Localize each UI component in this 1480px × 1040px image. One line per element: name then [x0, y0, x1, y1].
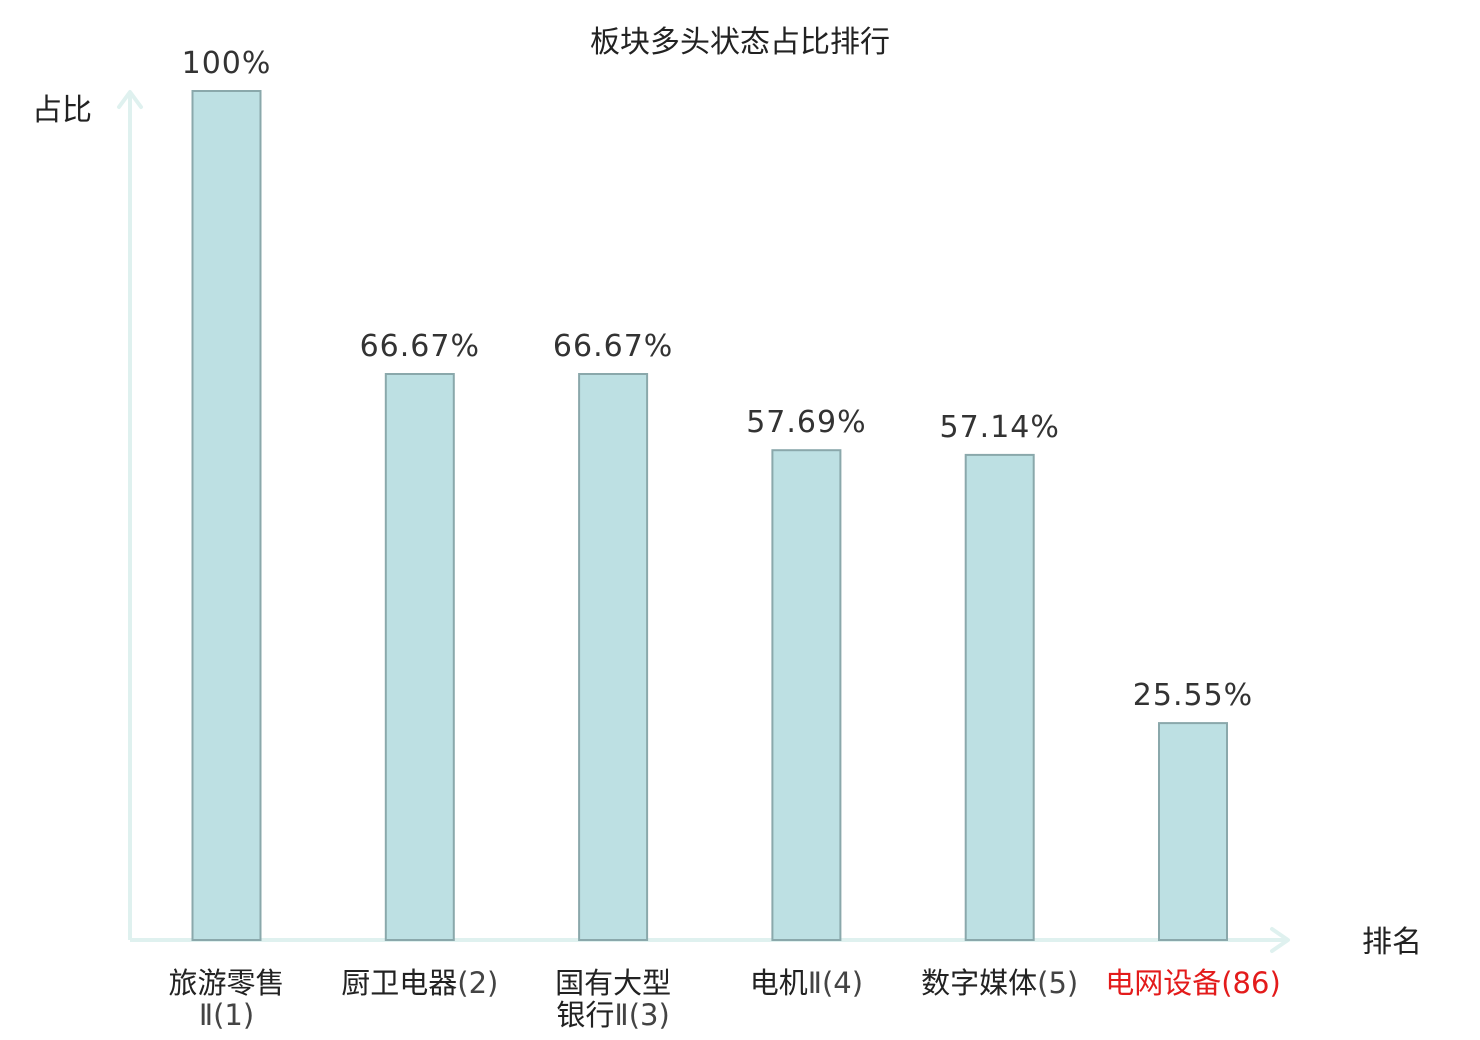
- category-name: 厨卫电器: [341, 966, 457, 1000]
- category-label-1-line-2: Ⅱ(1): [199, 998, 254, 1032]
- value-labels: 100% 66.67% 66.67% 57.69% 57.14% 25.55%: [182, 46, 1253, 713]
- bar-3: [578, 373, 649, 941]
- category-label-6-line-1: 电网设备(86): [1105, 966, 1281, 1000]
- category-rank: Ⅱ(3): [614, 998, 669, 1032]
- x-axis-label: 排名: [1362, 925, 1422, 960]
- y-axis-arrow: [117, 90, 143, 109]
- category-label-1-line-1: 旅游零售: [168, 966, 284, 1000]
- axes: [117, 90, 1290, 953]
- chart-title: 板块多头状态占比排行: [590, 25, 890, 60]
- category-rank: (86): [1221, 966, 1281, 1000]
- x-axis-arrow: [1270, 927, 1290, 953]
- category-name: 银行: [556, 998, 614, 1032]
- bar-5: [964, 453, 1035, 941]
- category-name: 旅游零售: [168, 966, 284, 1000]
- bar-6: [1158, 722, 1228, 941]
- category-rank: Ⅱ(4): [808, 966, 863, 1000]
- category-label-5-line-1: 数字媒体(5): [921, 966, 1078, 1000]
- value-label-5: 57.14%: [940, 410, 1060, 445]
- value-label-2: 66.67%: [360, 329, 480, 364]
- bar-1: [191, 90, 262, 941]
- value-label-1: 100%: [182, 46, 272, 81]
- category-name: 电机: [750, 966, 808, 1000]
- category-label-2-line-1: 厨卫电器(2): [341, 966, 498, 1000]
- category-rank: (5): [1037, 966, 1078, 1000]
- category-label-3-line-1: 国有大型: [555, 966, 671, 1000]
- category-name: 电网设备: [1105, 966, 1221, 1000]
- category-name: 数字媒体: [921, 966, 1037, 1000]
- category-name: 国有大型: [555, 966, 671, 1000]
- value-label-3: 66.67%: [553, 329, 673, 364]
- category-rank: Ⅱ(1): [199, 998, 254, 1032]
- category-label-4-line-1: 电机Ⅱ(4): [750, 966, 863, 1000]
- category-label-3-line-2: 银行Ⅱ(3): [556, 998, 669, 1032]
- bar-2: [384, 373, 455, 941]
- bar-4: [771, 449, 842, 941]
- category-rank: (2): [457, 966, 498, 1000]
- bars: [191, 90, 1228, 941]
- y-axis-label: 占比: [32, 93, 92, 128]
- value-label-4: 57.69%: [746, 405, 866, 440]
- value-label-6: 25.55%: [1133, 678, 1253, 713]
